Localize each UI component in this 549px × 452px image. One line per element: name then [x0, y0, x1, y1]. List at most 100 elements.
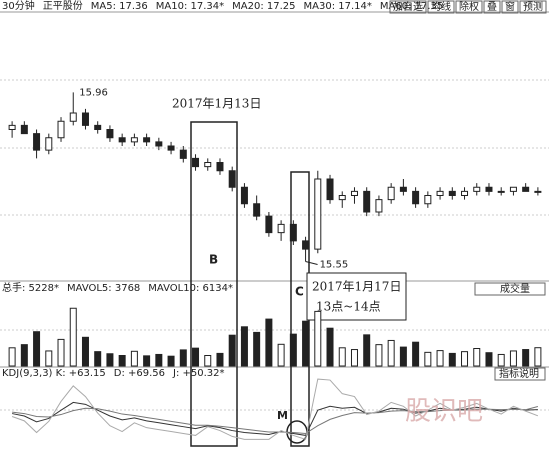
watermark: 股识吧	[405, 397, 483, 427]
volume-bar	[375, 344, 383, 367]
volume-bar	[69, 307, 77, 367]
annotation: 13点~14点	[316, 300, 381, 314]
annotation: C	[295, 285, 304, 299]
volume-bar	[204, 355, 212, 367]
candle-body	[240, 186, 248, 205]
button-frame	[389, 0, 427, 14]
volume-bar	[509, 350, 517, 367]
candle-body	[94, 124, 102, 130]
candle-body	[461, 190, 469, 196]
legend-text: MAVOL10: 6134*	[148, 283, 233, 294]
volume-bar	[265, 318, 273, 367]
candle-body	[485, 186, 493, 192]
toolbar-button[interactable]: 窗	[505, 0, 515, 13]
volume-bar	[412, 341, 420, 367]
volume-bar	[350, 349, 358, 367]
candle-body	[204, 162, 212, 168]
candle-body	[277, 223, 285, 234]
callout	[306, 272, 407, 321]
volume-bar	[497, 353, 505, 367]
candle-body	[118, 137, 126, 143]
volume-bar	[363, 334, 371, 367]
volume-bar	[485, 352, 493, 367]
candle-body	[216, 162, 224, 172]
candle-body	[302, 240, 310, 250]
volume-bar	[277, 343, 285, 367]
legend-text: MA20: 17.25	[232, 1, 295, 12]
candle-body	[424, 195, 432, 205]
volume-bar	[143, 355, 151, 367]
candle-body	[8, 124, 16, 130]
candle-body	[155, 141, 163, 147]
annotation: 2017年1月13日	[172, 97, 261, 111]
candle-body	[265, 215, 273, 234]
marker-line	[305, 261, 318, 265]
volume-bar	[461, 351, 469, 367]
volume-bar	[228, 334, 236, 367]
candle-body	[412, 190, 420, 205]
volume-bar	[57, 338, 65, 367]
candle-body	[436, 190, 444, 196]
volume-bar	[522, 349, 530, 367]
volume-bar	[118, 355, 126, 367]
volume-bar	[216, 352, 224, 367]
toolbar-button[interactable]: 叠	[487, 1, 497, 13]
legend-text: D: +69.56	[114, 368, 165, 379]
kdj-line	[12, 406, 539, 434]
candle-body	[81, 112, 89, 126]
volume-bar	[534, 347, 542, 367]
button-frame	[427, 0, 455, 14]
volume-bar	[20, 344, 28, 367]
volume-bar	[253, 331, 261, 367]
candle-body	[253, 203, 261, 217]
volume-bar	[473, 348, 481, 367]
volume-bar	[338, 347, 346, 367]
button-frame	[474, 282, 546, 296]
candle-body	[338, 195, 346, 201]
volume-bar	[448, 352, 456, 367]
volume-bar	[240, 326, 248, 367]
kdj-line	[11, 378, 539, 440]
toolbar-button[interactable]: 加自选	[393, 0, 423, 13]
candle-body	[509, 186, 517, 192]
candle-body	[314, 178, 322, 250]
box-b	[190, 121, 238, 447]
candle-body	[192, 157, 200, 168]
candle-body	[375, 199, 383, 213]
candle-body	[473, 186, 481, 192]
toolbar-button[interactable]: 除权	[459, 0, 479, 13]
volume-bar	[326, 327, 334, 367]
volume-bar	[192, 347, 200, 367]
candle-body	[45, 137, 53, 151]
candle-body	[179, 149, 187, 159]
volume-bar	[81, 336, 89, 367]
volume-bar	[387, 339, 395, 367]
volume-bar	[106, 353, 114, 367]
legend-text: MA10: 17.34*	[156, 1, 224, 12]
volume-bar	[8, 347, 16, 367]
candle-body	[33, 133, 41, 151]
toolbar-button[interactable]: 预测	[523, 0, 543, 13]
indicator-button[interactable]: 指标说明	[499, 367, 539, 380]
legend-text: MA30: 17.14*	[304, 1, 372, 12]
candle-body	[399, 186, 407, 192]
legend-text: MAVOL5: 3768	[67, 283, 140, 294]
candle-body	[534, 190, 542, 193]
low-marker: 15.55	[320, 260, 349, 271]
indicator-button[interactable]: 成交量	[500, 282, 530, 295]
legend-text: 30分钟	[2, 0, 35, 12]
volume-bar	[289, 333, 297, 367]
volume-bar	[45, 350, 53, 367]
candle-body	[497, 190, 505, 193]
candle-body	[326, 178, 334, 201]
volume-bar	[155, 353, 163, 367]
annotation: 2017年1月17日	[312, 280, 401, 294]
legend-text: KDJ(9,3,3) K: +63.15	[2, 368, 106, 379]
toolbar-button[interactable]: 均线	[431, 0, 451, 13]
candle-body	[387, 186, 395, 201]
volume-bar	[179, 349, 187, 367]
button-frame	[501, 0, 519, 14]
